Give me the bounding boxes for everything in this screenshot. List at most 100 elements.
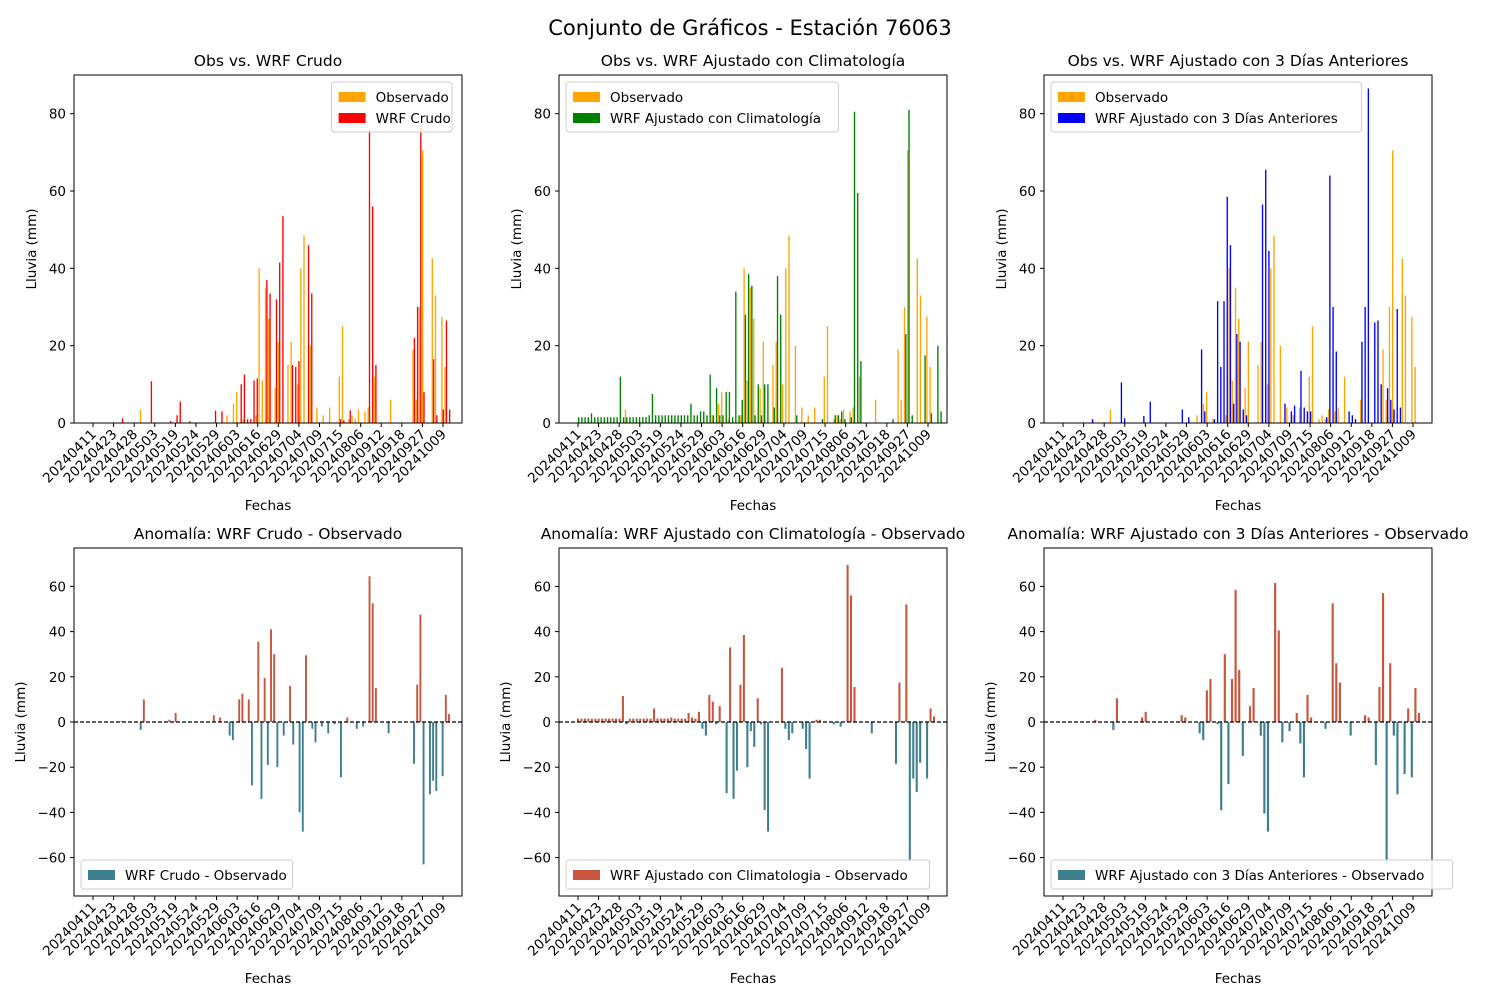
bar <box>1335 351 1337 423</box>
bar <box>613 417 615 423</box>
bar <box>1414 366 1416 423</box>
bar <box>338 376 340 423</box>
bar <box>715 388 718 423</box>
y-tick-label: 60 <box>1019 579 1036 595</box>
bar <box>1223 654 1226 722</box>
bar <box>1377 320 1379 423</box>
bar <box>341 326 344 423</box>
bar <box>416 307 419 423</box>
chart-title: Obs vs. WRF Ajustado con Climatología <box>601 52 906 70</box>
y-tick-label: 60 <box>49 184 66 200</box>
bar <box>818 719 821 722</box>
bar <box>654 415 657 423</box>
bar <box>1392 150 1394 423</box>
bar <box>1380 384 1382 423</box>
bar <box>240 384 242 423</box>
bar <box>874 399 877 423</box>
bar <box>677 718 680 722</box>
bar <box>780 314 782 423</box>
bar <box>1363 715 1367 722</box>
bar <box>416 684 419 722</box>
bar <box>764 384 766 423</box>
bar <box>1410 722 1413 778</box>
bar <box>1361 341 1363 423</box>
bar <box>260 722 263 799</box>
bar <box>1300 370 1302 423</box>
y-tick-label: 20 <box>1019 670 1036 686</box>
legend-entry: Observado <box>1095 90 1168 106</box>
bar <box>320 722 323 727</box>
bar <box>423 392 425 423</box>
bar <box>1310 717 1313 722</box>
bar <box>646 718 649 722</box>
bar <box>590 718 593 722</box>
bar <box>214 410 217 423</box>
bar <box>339 722 342 778</box>
bar <box>333 722 336 725</box>
bar <box>656 718 659 722</box>
series-1 <box>139 150 446 423</box>
bar <box>311 293 313 423</box>
bar <box>1348 411 1350 423</box>
y-tick-label: 20 <box>534 670 551 686</box>
bar <box>1220 722 1223 811</box>
bar <box>1259 722 1262 736</box>
legend-box <box>1050 81 1362 133</box>
bar <box>853 111 856 423</box>
y-tick-label: −60 <box>523 851 552 867</box>
y-tick-label: −40 <box>1008 805 1037 821</box>
y-tick-label: 40 <box>1019 625 1036 641</box>
bar <box>375 365 377 423</box>
legend-swatch <box>338 113 366 123</box>
bar <box>780 667 783 722</box>
bar <box>1407 708 1410 722</box>
bar <box>704 722 707 736</box>
bar <box>680 415 682 423</box>
bar <box>247 699 250 722</box>
bar <box>926 316 928 423</box>
bar <box>295 366 297 423</box>
bar <box>666 718 669 722</box>
legend-entry: WRF Crudo - Observado <box>125 868 287 884</box>
bar <box>919 295 922 423</box>
bar <box>600 417 602 423</box>
bar <box>1212 419 1214 423</box>
legend: Observado WRF Ajustado con 3 Días Anterio… <box>1050 81 1362 133</box>
bar <box>1234 287 1237 423</box>
bar <box>1223 301 1225 423</box>
bar <box>1260 341 1262 423</box>
bar <box>364 411 366 423</box>
y-tick-label: 0 <box>542 715 551 731</box>
bar <box>256 378 258 423</box>
y-tick-label: −60 <box>1008 851 1037 867</box>
legend-entry: WRF Crudo <box>376 111 451 127</box>
y-tick-label: 0 <box>57 715 66 731</box>
bar <box>226 415 228 423</box>
bar <box>788 235 790 423</box>
bar <box>785 268 787 423</box>
bar <box>1389 663 1392 722</box>
bar <box>1325 417 1328 423</box>
bar <box>691 717 694 722</box>
bar <box>1359 399 1362 423</box>
bar <box>1378 686 1381 722</box>
bar <box>836 415 838 423</box>
bar <box>796 415 798 423</box>
bar <box>1298 407 1301 423</box>
bar <box>717 403 720 423</box>
bar <box>746 380 748 423</box>
bar <box>1115 698 1119 722</box>
bar <box>354 419 356 423</box>
bar <box>746 722 749 768</box>
bar <box>898 682 901 722</box>
bar <box>373 376 376 423</box>
bar <box>1196 415 1198 423</box>
bar <box>1351 415 1353 423</box>
bar <box>1299 722 1302 744</box>
bar <box>905 334 907 423</box>
bar <box>587 417 589 423</box>
bar <box>367 407 369 423</box>
bar <box>121 418 124 423</box>
bar <box>753 722 756 747</box>
